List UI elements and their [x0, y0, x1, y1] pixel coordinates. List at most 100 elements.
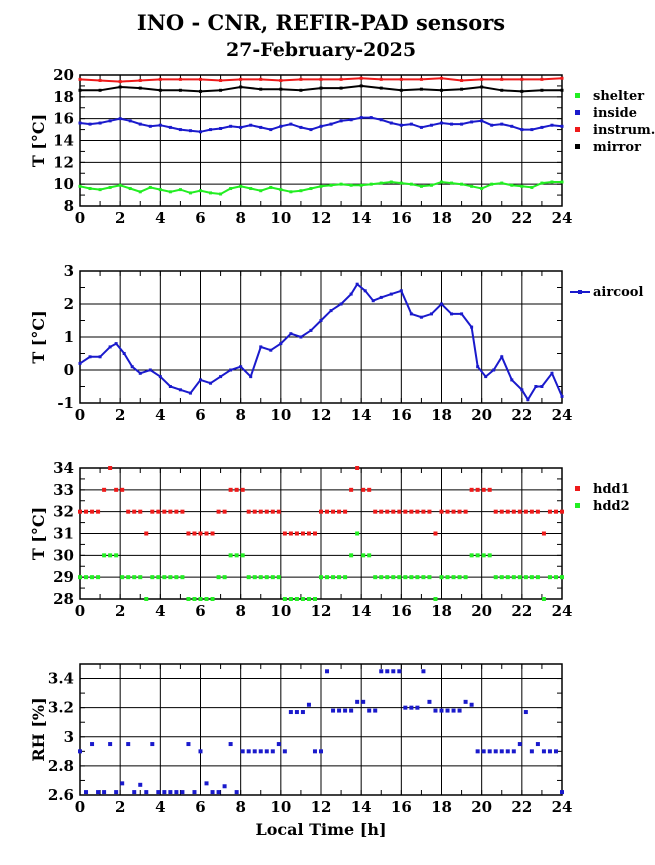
data-point — [520, 128, 523, 131]
data-point — [156, 575, 160, 579]
data-point — [179, 128, 182, 131]
data-point — [550, 372, 553, 375]
x-tick-label: 4 — [155, 209, 165, 227]
data-point — [229, 553, 233, 557]
data-point — [138, 783, 142, 787]
x-tick-label: 16 — [391, 209, 412, 227]
data-point — [99, 122, 102, 125]
data-point — [400, 124, 403, 127]
data-point — [331, 510, 335, 514]
data-point — [132, 510, 136, 514]
data-point — [548, 749, 552, 753]
x-tick-label: 12 — [311, 406, 332, 424]
data-point — [536, 742, 540, 746]
data-point — [269, 349, 272, 352]
y-tick-label: -1 — [57, 394, 74, 412]
data-point — [139, 79, 142, 82]
data-point — [458, 575, 462, 579]
data-point — [325, 669, 329, 673]
data-point — [500, 78, 503, 81]
data-point — [139, 372, 142, 375]
x-tick-label: 8 — [235, 798, 245, 816]
data-point — [253, 510, 257, 514]
data-point — [283, 749, 287, 753]
data-point — [319, 510, 323, 514]
data-point — [120, 575, 124, 579]
data-point — [309, 128, 312, 131]
data-point — [452, 709, 456, 713]
data-point — [289, 123, 292, 126]
x-tick-label: 6 — [195, 209, 205, 227]
x-tick-label: 24 — [552, 406, 573, 424]
data-point — [229, 369, 232, 372]
data-point — [520, 185, 523, 188]
data-point — [99, 89, 102, 92]
data-point — [409, 510, 413, 514]
data-point — [289, 597, 293, 601]
y-tick-label: 3.4 — [48, 670, 74, 688]
data-point — [452, 575, 456, 579]
data-point — [561, 89, 564, 92]
data-point — [149, 369, 152, 372]
y-axis-label: T [°C] — [29, 114, 48, 167]
data-point — [373, 709, 377, 713]
x-tick-label: 14 — [351, 406, 372, 424]
data-point — [540, 78, 543, 81]
data-point — [379, 510, 383, 514]
data-point — [295, 597, 299, 601]
y-axis-label: T [°C] — [29, 310, 48, 363]
data-point — [427, 575, 431, 579]
data-point — [179, 78, 182, 81]
data-point — [289, 532, 293, 536]
data-point — [427, 700, 431, 704]
x-tick-label: 16 — [391, 406, 412, 424]
data-point — [144, 597, 148, 601]
x-tick-label: 8 — [235, 209, 245, 227]
x-tick-label: 4 — [155, 406, 165, 424]
data-point — [391, 575, 395, 579]
data-point — [277, 510, 281, 514]
data-point — [84, 790, 88, 794]
x-tick-label: 2 — [115, 798, 125, 816]
data-point — [259, 78, 262, 81]
data-point — [530, 186, 533, 189]
data-point — [410, 123, 413, 126]
data-point — [259, 88, 262, 91]
data-point — [295, 710, 299, 714]
data-point — [367, 488, 371, 492]
data-point — [99, 355, 102, 358]
data-point — [458, 510, 462, 514]
data-point — [211, 597, 215, 601]
data-point — [520, 78, 523, 81]
data-point — [199, 532, 203, 536]
data-point — [554, 510, 558, 514]
data-point — [229, 742, 233, 746]
data-point — [526, 398, 529, 401]
data-point — [536, 510, 540, 514]
data-point — [279, 125, 282, 128]
data-point — [488, 488, 492, 492]
data-point — [217, 510, 221, 514]
data-point — [410, 312, 413, 315]
y-axis-label: T [°C] — [29, 507, 48, 560]
data-point — [279, 88, 282, 91]
data-point — [217, 575, 221, 579]
data-point — [132, 575, 136, 579]
data-point — [415, 706, 419, 710]
y-tick-label: 33 — [53, 481, 74, 499]
data-point — [397, 510, 401, 514]
data-point — [102, 790, 106, 794]
data-point — [534, 385, 537, 388]
data-point — [361, 553, 365, 557]
data-point — [380, 296, 383, 299]
data-point — [373, 510, 377, 514]
data-point — [337, 510, 341, 514]
data-point — [129, 119, 132, 122]
data-point — [179, 89, 182, 92]
data-point — [114, 488, 118, 492]
data-point — [561, 77, 564, 80]
data-point — [433, 532, 437, 536]
data-point — [560, 575, 564, 579]
data-point — [530, 128, 533, 131]
